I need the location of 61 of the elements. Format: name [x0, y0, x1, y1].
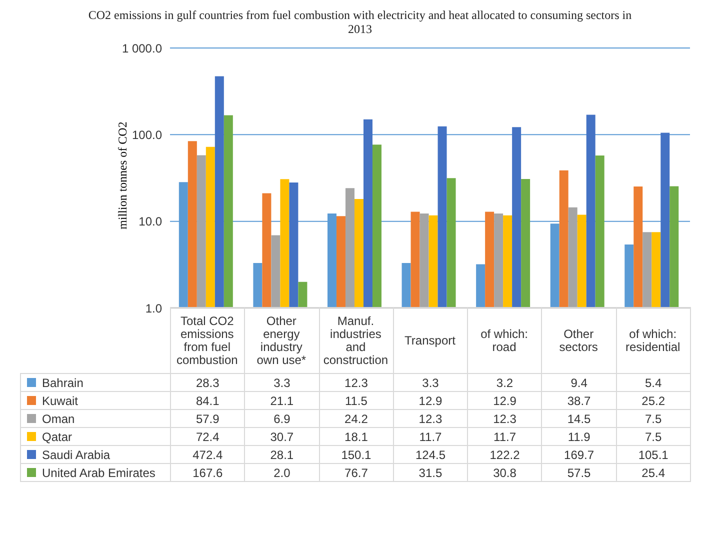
y-tick-label: 1 000.0	[122, 41, 162, 56]
data-label: 2.0	[274, 466, 290, 480]
data-label: 30.8	[493, 466, 516, 480]
data-label: 72.4	[196, 430, 220, 444]
legend-label: Bahrain	[42, 376, 84, 390]
x-tick-label: Other energy industry own use*	[256, 314, 306, 367]
data-label: 31.5	[418, 466, 442, 480]
data-label: 105.1	[638, 448, 668, 462]
y-tick-label: 1.0	[145, 301, 162, 316]
data-label: 76.7	[344, 466, 368, 480]
data-label: 124.5	[415, 448, 446, 462]
data-label: 57.5	[567, 466, 591, 480]
data-label: 25.2	[642, 394, 665, 408]
legend-label: Oman	[42, 412, 75, 426]
data-label: 28.3	[196, 376, 220, 390]
x-tick-label: of which: road	[480, 327, 528, 354]
data-label: 38.7	[567, 394, 591, 408]
data-label: 25.4	[642, 466, 665, 480]
data-label: 21.1	[270, 394, 294, 408]
data-label: 122.2	[490, 448, 520, 462]
data-label: 11.7	[494, 430, 516, 444]
data-label: 3.3	[422, 376, 439, 390]
data-label: 28.1	[270, 448, 294, 462]
data-label: 14.5	[567, 412, 591, 426]
x-tick-label: Total CO2 emissions from fuel combustion	[176, 314, 238, 367]
data-label: 3.3	[274, 376, 290, 390]
data-label: 11.7	[419, 430, 442, 444]
data-label: 84.1	[196, 394, 220, 408]
data-label: 167.6	[192, 466, 223, 480]
data-label: 12.3	[418, 412, 442, 426]
data-label: 57.9	[196, 412, 220, 426]
data-label: 9.4	[570, 376, 588, 390]
y-tick-label: 100.0	[132, 128, 162, 142]
y-axis-title: million tonnes of CO2	[116, 121, 130, 229]
data-label: 12.9	[493, 394, 516, 408]
x-tick-label: of which: residential	[626, 327, 680, 354]
data-label: 3.2	[496, 376, 514, 390]
data-label: 11.5	[344, 394, 368, 408]
data-label: 169.7	[564, 448, 594, 462]
legend-label: Saudi Arabia	[42, 448, 110, 462]
legend-label: United Arab Emirates	[42, 466, 156, 480]
legend-label: Kuwait	[42, 394, 78, 408]
data-label: 5.4	[644, 376, 662, 390]
data-label: 7.5	[644, 412, 662, 426]
data-label: 30.7	[270, 430, 294, 444]
y-tick-label: 10.0	[138, 214, 162, 229]
data-label: 472.4	[192, 448, 223, 462]
legend-label: Qatar	[42, 430, 72, 444]
x-tick-label: Manuf. industries and construction	[323, 314, 388, 367]
data-label: 7.5	[644, 430, 662, 444]
data-label: 12.9	[418, 394, 442, 408]
data-label: 6.9	[274, 412, 290, 426]
chart-title: CO2 emissions in gulf countries from fuel combustion with electricity and heat allocated to consuming sectors in 2013	[88, 8, 632, 36]
x-tick-label: Transport	[404, 334, 456, 348]
data-label: 150.1	[341, 448, 372, 462]
data-label: 18.1	[344, 430, 368, 444]
data-label: 12.3	[493, 412, 516, 426]
data-label: 11.9	[568, 430, 590, 444]
data-label: 24.2	[344, 412, 368, 426]
x-tick-label: Other sectors	[559, 327, 598, 354]
data-label: 12.3	[344, 376, 368, 390]
